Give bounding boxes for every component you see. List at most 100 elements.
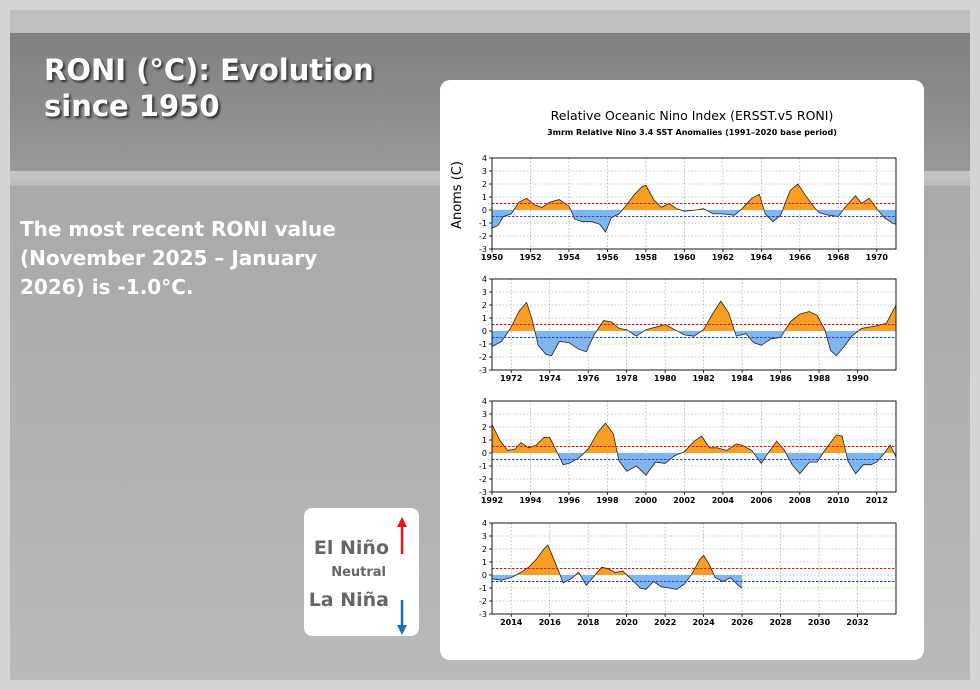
x-tick-label: 1950 [481,253,504,262]
y-tick-label: 0 [482,449,487,458]
x-tick-label: 1966 [789,253,812,262]
enso-legend: El Niño Neutral La Niña [304,508,419,636]
y-tick-label: 2 [482,180,487,189]
x-tick-label: 2020 [616,618,639,627]
el-nino-area [492,423,896,453]
y-tick-label: 2 [482,545,487,554]
y-tick-label: -3 [479,488,487,497]
x-tick-label: 1984 [731,374,754,383]
slide-title-line-2: since 1950 [44,89,220,123]
y-tick-label: 2 [482,301,487,310]
plot-frame [491,522,897,615]
x-tick-label: 1998 [596,496,619,505]
y-tick-label: 4 [482,397,487,406]
x-tick-label: 1956 [596,253,619,262]
roni-description-line-2: (November 2025 – January [20,246,318,270]
la-nina-area [492,453,896,476]
roni-chart: Relative Oceanic Nino Index (ERSST.v5 RO… [450,108,897,627]
y-tick-label: 2 [482,423,487,432]
x-tick-label: 1952 [519,253,541,262]
x-tick-label: 1960 [673,253,696,262]
x-tick-label: 1972 [500,374,522,383]
chart-panel-2: 4 3 2 1 0 -1 -2 -3 1972 1974 1976 1978 1980 1982 1984 1… [479,275,897,383]
roni-series-line [492,300,896,357]
y-tick-label: 1 [482,558,487,567]
y-tick-label: 0 [482,571,487,580]
y-tick-label: 1 [482,193,487,202]
y-tick-label: -1 [479,584,487,593]
x-tick-label: 1982 [692,374,714,383]
y-tick-label: 1 [482,436,487,445]
y-tick-label: -3 [479,245,487,254]
la-nina-area [492,210,896,233]
y-tick-label: 3 [482,167,487,176]
y-tick-label: -1 [479,219,487,228]
x-tick-label: 1978 [616,374,639,383]
x-tick-label: 2028 [769,618,792,627]
y-tick-label: -3 [479,366,487,375]
plot-frame [491,278,897,371]
down-arrow-icon [397,600,407,635]
x-tick-label: 1964 [750,253,773,262]
x-tick-label: 1986 [769,374,792,383]
x-tick-label: 1968 [827,253,850,262]
roni-series-line [492,544,743,590]
y-tick-label: -1 [479,462,487,471]
el-nino-area [492,545,743,575]
y-tick-label: -2 [479,475,487,484]
y-tick-label: 1 [482,314,487,323]
la-nina-area [492,575,743,590]
y-tick-label: 3 [482,532,487,541]
y-tick-label: 3 [482,410,487,419]
x-tick-label: 1996 [558,496,581,505]
x-tick-label: 2014 [500,618,523,627]
x-tick-label: 1990 [846,374,869,383]
y-tick-label: -1 [479,340,487,349]
y-tick-label: 3 [482,288,487,297]
x-tick-label: 2024 [692,618,715,627]
x-tick-label: 2022 [654,618,676,627]
y-tick-label: -2 [479,597,487,606]
x-tick-label: 2026 [731,618,754,627]
chart-subtitle: 3mrm Relative Nino 3.4 SST Anomalies (19… [547,128,837,137]
chart-panel-4: 4 3 2 1 0 -1 -2 -3 2014 2016 2018 2020 2022 2024 2026 2… [479,519,897,627]
roni-description: The most recent RONI value (November 202… [20,215,360,302]
y-tick-label: 4 [482,275,487,284]
y-tick-label: 0 [482,327,487,336]
x-tick-label: 2016 [539,618,562,627]
x-tick-label: 2012 [866,496,888,505]
roni-series-line [492,183,896,233]
x-tick-label: 2002 [673,496,695,505]
chart-title: Relative Oceanic Nino Index (ERSST.v5 RO… [551,108,834,123]
x-tick-label: 2004 [712,496,735,505]
y-tick-label: 4 [482,519,487,528]
x-tick-label: 2018 [577,618,600,627]
x-tick-label: 2010 [827,496,850,505]
x-tick-label: 1994 [519,496,542,505]
y-tick-label: -2 [479,232,487,241]
x-tick-label: 1988 [808,374,831,383]
x-tick-label: 2000 [635,496,658,505]
legend-el-nino: El Niño [313,537,389,559]
roni-description-line-3: 2026) is -1.0°C. [20,275,194,299]
x-tick-label: 1962 [712,253,734,262]
x-tick-label: 1974 [539,374,562,383]
roni-series-line [492,422,896,476]
slide-title: RONI (°C): Evolution since 1950 [44,52,384,124]
y-tick-label: -3 [479,610,487,619]
roni-description-line-1: The most recent RONI value [20,217,336,241]
el-nino-area [492,184,896,210]
slide-title-line-1: RONI (°C): Evolution [44,53,374,87]
top-strip [10,10,970,33]
legend-la-nina: La Niña [308,589,389,611]
x-tick-label: 1992 [481,496,503,505]
slide: RONI (°C): Evolution since 1950 The most… [10,10,970,680]
x-tick-label: 1980 [654,374,677,383]
x-tick-label: 2030 [808,618,831,627]
x-tick-label: 1970 [866,253,889,262]
up-arrow-icon [397,517,407,554]
x-tick-label: 2008 [789,496,812,505]
y-tick-label: 4 [482,154,487,163]
